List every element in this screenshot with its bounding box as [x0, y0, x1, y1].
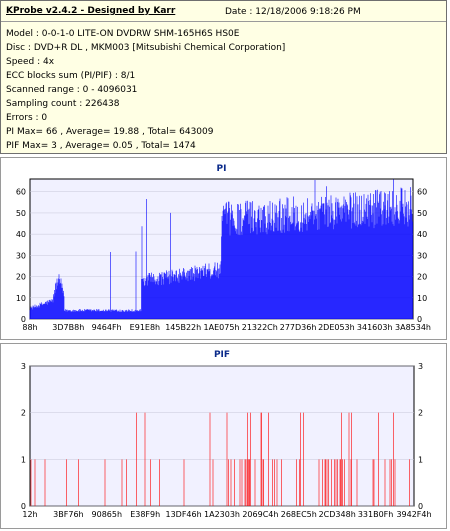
info-line-ecc: ECC blocks sum (PI/PIF) : 8/1	[6, 71, 136, 81]
plot-area	[29, 365, 415, 507]
info-line-model: Model : 0-0-1-0 LITE-ON DVDRW SHM-165H6S…	[6, 29, 240, 39]
info-line-pif-summary: PIF Max= 3 , Average= 0.05 , Total= 1474	[6, 141, 196, 151]
y-tick-label-right: 30	[417, 251, 427, 260]
y-tick-label-right: 3	[418, 362, 423, 371]
info-line-sampling: Sampling count : 226438	[6, 99, 120, 109]
info-line-errors: Errors : 0	[6, 113, 48, 123]
x-tick-label: 90865h	[92, 510, 123, 519]
y-tick-label-right: 50	[417, 209, 427, 218]
x-tick-label: E38F9h	[130, 510, 160, 519]
x-tick-label: 88h	[22, 323, 37, 332]
y-tick-label-left: 50	[16, 209, 26, 218]
info-line-speed: Speed : 4x	[6, 57, 55, 67]
y-tick-label-left: 1	[21, 455, 26, 464]
y-tick-label-right: 0	[418, 502, 423, 511]
x-tick-label: 2069C4h	[242, 510, 278, 519]
y-tick-label-left: 3	[21, 362, 26, 371]
scan-date: Date : 12/18/2006 9:18:26 PM	[225, 7, 361, 17]
pi-chart-panel: PI 0 0 10 10 20 20 30 30 40 40 50 50 60 60 88h 3D7B8h 946…	[0, 157, 447, 340]
y-tick-label-left: 10	[16, 294, 26, 303]
pif-chart-panel: PIF 0 0 1 1 2 2 3 3 12h 3BF76h 90865h E38F9h 13DF46h 1…	[0, 343, 447, 529]
y-tick-label-left: 40	[16, 230, 26, 239]
info-line-range: Scanned range : 0 - 4096031	[6, 85, 138, 95]
pi-chart: PI 0 0 10 10 20 20 30 30 40 40 50 50 60 60 88h 3D7B8h 946…	[16, 164, 431, 332]
x-tick-label: 341603h	[357, 323, 393, 332]
x-tick-label: 3D7B8h	[52, 323, 84, 332]
x-tick-label: 2DE053h	[318, 323, 355, 332]
info-panel: KProbe v2.4.2 - Designed by Karr Date : …	[0, 0, 447, 154]
x-tick-label: E91E8h	[130, 323, 160, 332]
y-tick-label-right: 10	[417, 294, 427, 303]
y-tick-label-left: 30	[16, 251, 26, 260]
y-tick-label-right: 2	[418, 409, 423, 418]
x-tick-label: 3942F4h	[396, 510, 431, 519]
y-tick-label-right: 20	[417, 273, 427, 282]
x-tick-label: 3BF76h	[53, 510, 83, 519]
x-tick-label: 277D36h	[280, 323, 317, 332]
info-line-pi-summary: PI Max= 66 , Average= 19.88 , Total= 643…	[6, 127, 214, 137]
y-tick-label-right: 40	[417, 230, 427, 239]
y-tick-label-right: 60	[417, 188, 427, 197]
y-tick-label-right: 1	[418, 455, 423, 464]
y-tick-label-left: 0	[21, 315, 26, 324]
x-tick-label: 9464Fh	[92, 323, 122, 332]
header-divider	[1, 21, 446, 22]
y-tick-label-left: 60	[16, 188, 26, 197]
x-tick-label: 21322Ch	[242, 323, 278, 332]
y-tick-label-right: 0	[417, 315, 422, 324]
x-tick-label: 145B22h	[165, 323, 201, 332]
x-tick-label: 2CD348h	[319, 510, 356, 519]
chart-title: PIF	[214, 350, 230, 360]
info-line-disc: Disc : DVD+R DL , MKM003 [Mitsubishi Che…	[6, 43, 286, 53]
x-tick-label: 1AE075h	[204, 323, 240, 332]
y-tick-label-left: 20	[16, 273, 26, 282]
app-title: KProbe v2.4.2 - Designed by Karr	[6, 6, 176, 16]
y-tick-label-left: 0	[21, 502, 26, 511]
chart-title: PI	[217, 164, 227, 174]
pif-chart: PIF 0 0 1 1 2 2 3 3 12h 3BF76h 90865h E38F9h 13DF46h 1…	[21, 350, 432, 519]
y-tick-label-left: 2	[21, 409, 26, 418]
x-tick-label: 3A8534h	[395, 323, 431, 332]
x-tick-label: 13DF46h	[165, 510, 201, 519]
x-tick-label: 1A2303h	[204, 510, 240, 519]
x-tick-label: 331B0Fh	[358, 510, 394, 519]
x-tick-label: 268EC5h	[281, 510, 317, 519]
x-tick-label: 12h	[22, 510, 37, 519]
